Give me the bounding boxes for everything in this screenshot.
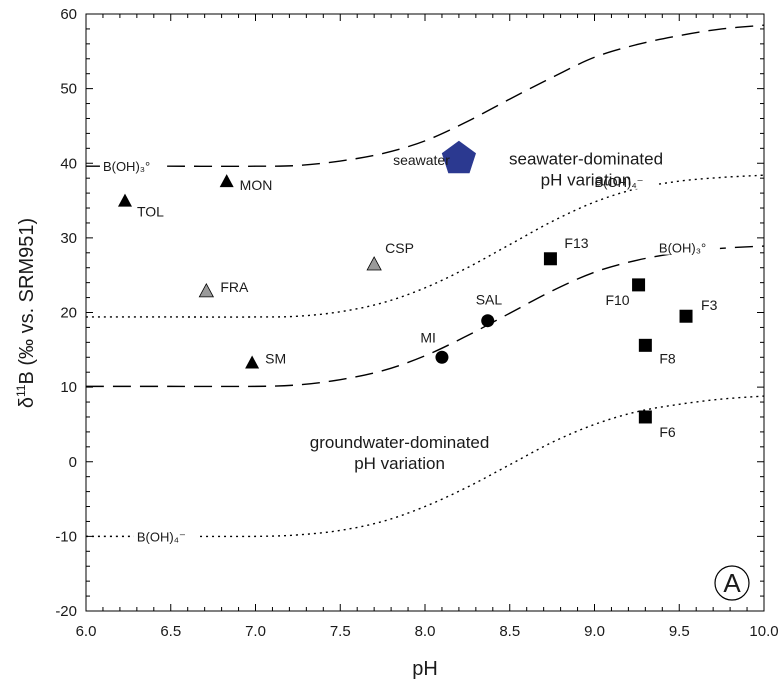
sample-label: FRA [220, 279, 249, 295]
curve-labels: B(OH)₃° B(OH)₄⁻ B(OH)₃° B(OH)₄⁻ [99, 155, 720, 544]
square-marker [543, 252, 557, 266]
y-tick-label: 20 [60, 305, 77, 322]
boron-species-curves [85, 24, 765, 538]
sample-label: SM [265, 350, 286, 366]
sample-label: TOL [137, 204, 164, 220]
x-tick-label: 6.5 [160, 623, 181, 640]
curve-label-bg [133, 525, 198, 544]
region-label-line1: seawater-dominated [509, 149, 663, 168]
seawater-pentagon-marker [441, 140, 476, 174]
sample-label: MI [420, 329, 436, 345]
region-labels: seawater-dominated pH variation groundwate… [310, 149, 663, 473]
square-marker [638, 410, 652, 424]
x-tick-label: 9.0 [584, 623, 605, 640]
sample-labels: TOL MON SM FRA CSP MI SAL F13 F10 F3 F8 F6 seawater [137, 152, 718, 440]
x-tick-label: 7.5 [330, 623, 351, 640]
sample-label: SAL [476, 292, 503, 308]
x-tick-label: 10.0 [749, 623, 778, 640]
sample-label: MON [240, 177, 273, 193]
x-tick-label: 8.5 [499, 623, 520, 640]
sample-label: F10 [605, 292, 629, 308]
square-marker [632, 278, 646, 292]
y-tick-label: -10 [55, 528, 77, 545]
boh3-curve [86, 24, 765, 167]
panel-label: A [723, 568, 741, 598]
curve-label-bg [99, 155, 164, 174]
sample-label: F13 [564, 235, 588, 251]
panel-label-circle [714, 565, 750, 601]
triangle-marker [245, 355, 260, 369]
curve-label-bg [591, 170, 656, 189]
x-tick-label: 7.0 [245, 623, 266, 640]
y-tick-label: -20 [55, 603, 77, 620]
x-tick-label: 8.0 [415, 623, 436, 640]
y-axis-title-text: δ11B (‰ vs. SRM951) [14, 218, 38, 408]
square-marker [638, 338, 652, 352]
curve-label: B(OH)₃° [103, 159, 150, 174]
curve-label: B(OH)₄⁻ [137, 529, 186, 544]
x-axis-title: pH [412, 658, 438, 680]
triangle-marker [117, 193, 132, 207]
region-label-line2: pH variation [354, 454, 445, 473]
region-label-line1: groundwater-dominated [310, 433, 490, 452]
triangle-marker [219, 174, 234, 188]
x-tick-label: 6.0 [76, 623, 97, 640]
triangle-marker [366, 256, 382, 271]
y-axis-title: δ11B (‰ vs. SRM951) [14, 218, 38, 408]
y-tick-label: 60 [60, 6, 77, 23]
y-tick-label: 40 [60, 155, 77, 172]
sample-label: F6 [659, 424, 676, 440]
triangle-marker [198, 283, 215, 298]
axis-ticks: 6.0 6.5 7.0 7.5 8.0 8.5 9.0 9.5 10.0 -20 -10 0 10 20 3… [55, 6, 778, 640]
sample-label: F3 [701, 297, 718, 313]
x-tick-label: 9.5 [669, 623, 690, 640]
region-label-line2: pH variation [541, 170, 632, 189]
sample-label: seawater [393, 152, 450, 168]
curve-label-bg [655, 236, 720, 255]
plot-frame [85, 13, 765, 612]
y-tick-label: 10 [60, 379, 77, 396]
y-tick-label: 0 [69, 454, 77, 471]
y-tick-label: 30 [60, 230, 77, 247]
curve-label: B(OH)₃° [659, 241, 706, 256]
boh3-curve [85, 245, 765, 388]
sample-points [117, 140, 693, 424]
circle-marker [481, 314, 495, 328]
circle-marker [435, 350, 449, 364]
square-marker [679, 309, 693, 323]
sample-label: CSP [385, 240, 414, 256]
curve-label: B(OH)₄⁻ [595, 175, 644, 190]
boh4-curve [86, 174, 765, 318]
boh4-curve [86, 395, 765, 538]
y-tick-label: 50 [60, 81, 77, 98]
sample-label: F8 [659, 350, 676, 366]
